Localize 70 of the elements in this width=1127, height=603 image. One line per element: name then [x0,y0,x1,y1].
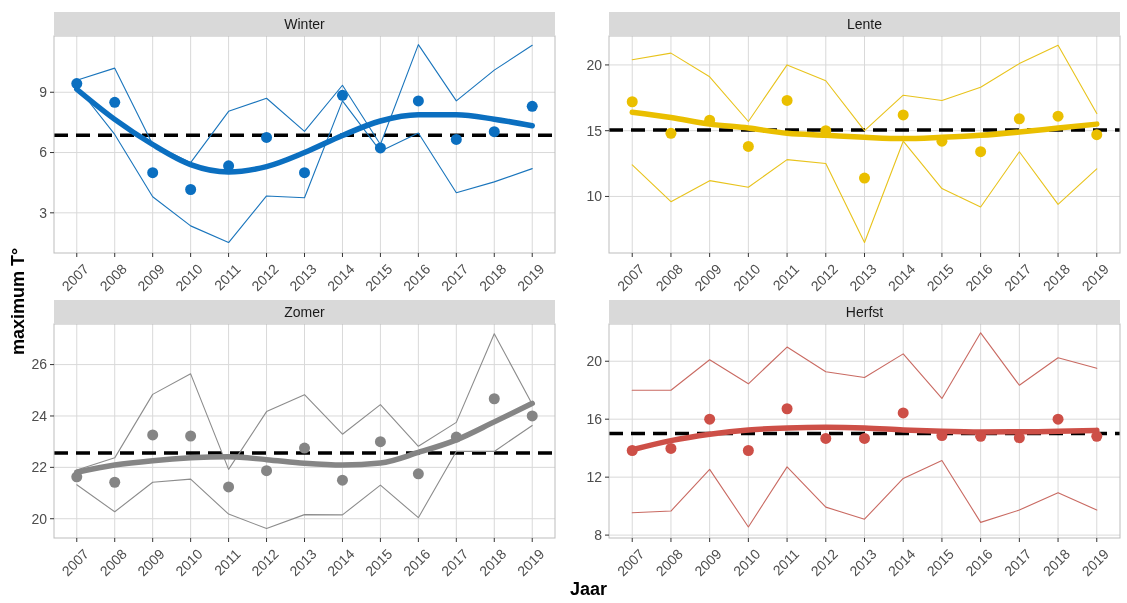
point [412,95,424,107]
point [109,476,121,488]
line-series [631,44,1098,132]
point [185,430,197,442]
point [742,444,754,456]
y-tick-label: 20 [586,353,603,370]
point [374,436,386,448]
point [261,465,273,477]
point [299,167,310,179]
point [336,474,348,486]
point [450,133,462,145]
y-tick-label: 16 [586,411,603,428]
point [71,471,83,483]
point [147,167,159,179]
line-series [631,140,1098,244]
point [1052,110,1064,122]
chart-title: Lente [846,16,883,32]
point [223,481,235,493]
chart-title: Zomer [284,304,326,320]
point [71,78,83,90]
chart-title: Winter [284,16,326,32]
point [336,89,348,101]
line-series [76,333,533,471]
line-series [631,459,1098,528]
point [412,468,424,480]
y-tick-label: 10 [586,188,603,205]
y-tick-label: 20 [31,510,48,527]
point [1091,129,1103,141]
y-tick-label: 3 [39,204,48,221]
point [450,431,462,443]
point [1052,413,1064,425]
point [526,100,538,112]
y-tick-label: 8 [594,527,603,543]
y-tick-label: 12 [586,469,603,486]
point [626,96,638,108]
y-tick-label: 15 [586,122,603,139]
point [742,140,754,152]
point [1013,113,1025,125]
point [147,429,159,441]
y-tick-label: 9 [39,84,48,101]
point [665,127,677,139]
point [185,184,197,196]
y-axis-title: maximum T° [8,247,28,356]
point [781,403,793,415]
point [1091,430,1103,442]
point [704,413,716,425]
point [820,432,832,444]
y-tick-label: 20 [586,56,603,73]
y-tick-label: 24 [31,407,48,424]
point [374,142,386,154]
y-tick-label: 6 [39,144,48,161]
chart-title: Herfst [845,304,884,320]
point [665,442,677,454]
point [859,172,870,184]
point [781,94,793,106]
point [526,410,538,422]
point [626,444,638,456]
y-tick-label: 26 [31,356,48,373]
point [897,109,909,121]
point [488,126,500,138]
point [975,146,987,158]
point [488,393,500,405]
point [859,432,870,444]
x-axis-title: Jaar [569,579,608,599]
point [109,96,121,108]
line-series [631,332,1098,400]
y-tick-label: 22 [31,459,48,476]
point [897,407,909,419]
point [299,442,310,454]
point [261,131,273,143]
